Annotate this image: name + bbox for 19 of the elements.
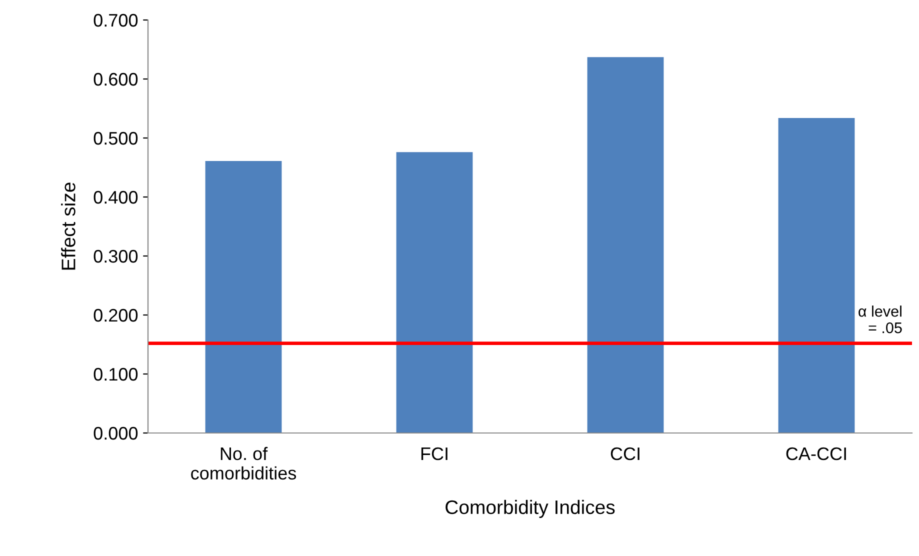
y-tick-label: 0.700	[94, 14, 138, 27]
x-tick-label: CA-CCI	[786, 447, 846, 460]
bar	[587, 57, 664, 433]
y-tick-label: 0.200	[94, 308, 138, 322]
y-tick-label: 0.500	[94, 132, 138, 145]
y-tick-label: 0.100	[94, 368, 138, 381]
x-tick-label: CCI	[610, 447, 640, 460]
y-tick-label: 0.600	[94, 72, 138, 86]
x-tick-label: No. of comorbidities	[191, 446, 296, 480]
x-tick-label: FCI	[421, 447, 448, 460]
bar	[205, 161, 282, 433]
bar	[778, 118, 855, 433]
ref-line-label: α level = .05	[858, 306, 902, 334]
y-tick-label: 0.000	[94, 426, 138, 440]
bar	[396, 152, 473, 433]
y-axis-title: Effect size	[61, 182, 76, 270]
y-tick-label: 0.400	[94, 190, 138, 204]
y-tick-label: 0.300	[94, 250, 138, 263]
x-axis-title: Comorbidity Indices	[446, 500, 615, 518]
